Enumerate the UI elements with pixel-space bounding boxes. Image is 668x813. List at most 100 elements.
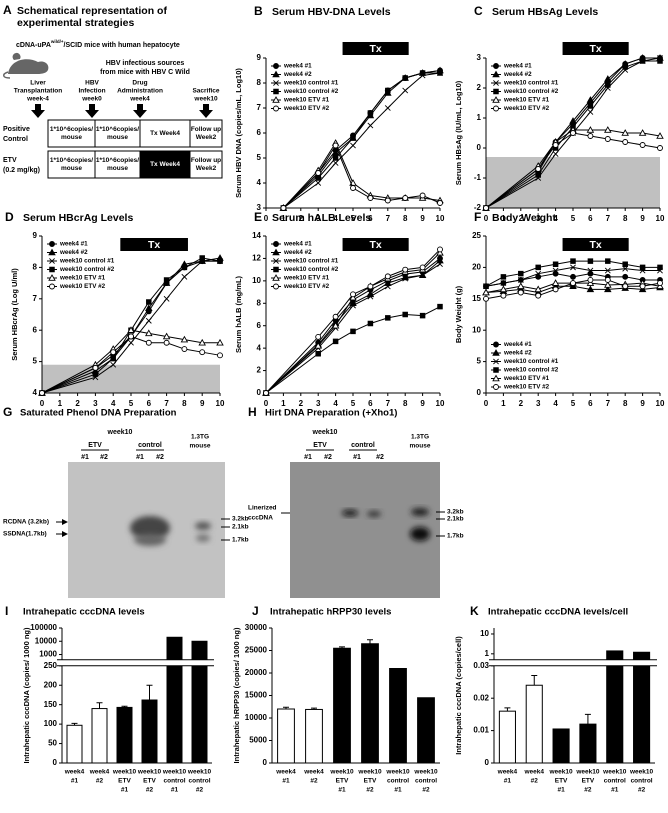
- error-bar: [71, 722, 78, 726]
- cell-label: Week2: [196, 134, 217, 141]
- y-tick-label: 6: [257, 321, 262, 330]
- legend-marker: [492, 96, 500, 103]
- y-tick-label: 10000: [35, 636, 58, 645]
- marker: [110, 361, 117, 368]
- legend-label: week10 ETV #2: [59, 283, 106, 290]
- timeline-label: week4: [129, 96, 150, 103]
- x-tick-label: 2: [299, 399, 304, 408]
- legend-label: week4 #1: [283, 63, 312, 70]
- x-tick-label: 9: [420, 214, 425, 223]
- x-tick-label: 1: [501, 214, 506, 223]
- size-label: 2.1kb: [447, 516, 464, 523]
- y-tick-label: 5: [257, 153, 262, 162]
- lane-label: #1: [353, 454, 361, 461]
- marker: [570, 273, 576, 280]
- marker: [419, 192, 426, 199]
- y-tick-label: 0.03: [473, 661, 489, 670]
- error-bar: [283, 706, 289, 709]
- timeline-label: Administration: [117, 88, 163, 95]
- marker: [587, 133, 594, 139]
- legend-marker: [49, 241, 55, 247]
- band-label: SSDNA(1.7kb): [3, 531, 47, 538]
- marker: [349, 293, 357, 301]
- marker: [604, 267, 611, 274]
- x-tick-label: week4: [89, 769, 110, 776]
- legend-label: week10 control #2: [59, 266, 115, 273]
- bar: [277, 708, 295, 764]
- legend-label: week4 #2: [283, 249, 312, 256]
- x-tick-label: 10: [436, 399, 445, 408]
- marker: [437, 261, 443, 267]
- marker: [587, 258, 594, 264]
- marker: [332, 313, 339, 320]
- marker: [500, 274, 507, 280]
- marker: [657, 58, 663, 64]
- marker: [315, 333, 322, 340]
- legend-marker: [273, 266, 279, 273]
- x-tick-label: #1: [394, 787, 402, 794]
- timeline-arrow: [85, 104, 99, 118]
- marker: [482, 288, 490, 296]
- x-tick-label: 3: [316, 214, 321, 223]
- x-tick-label: 0: [40, 399, 45, 408]
- treatment-label: Tx: [369, 43, 381, 55]
- legend-marker: [273, 241, 279, 247]
- cell-label: Follow up: [191, 157, 221, 164]
- x-tick-label: 9: [640, 399, 645, 408]
- marker: [570, 258, 576, 264]
- y-tick-label: 1000: [39, 650, 57, 659]
- y-tick-label: 3: [477, 53, 482, 62]
- marker: [350, 302, 356, 309]
- x-tick-label: 7: [606, 399, 611, 408]
- marker: [535, 172, 541, 178]
- x-tick-label: 7: [386, 399, 391, 408]
- band-label: Linerized: [248, 505, 277, 512]
- y-tick-label: 10: [472, 325, 481, 334]
- axis-title: Intrahepatic hRPP30 (copies/ 1000 ng): [232, 627, 241, 763]
- x-tick-label: control: [188, 778, 210, 785]
- marker: [162, 279, 171, 286]
- marker: [402, 311, 408, 318]
- marker: [331, 321, 340, 329]
- axis-title: Serum HBcrAg (Log U/ml): [10, 268, 19, 361]
- axis-title: Intrahepatic cccDNA (copies/cell): [454, 636, 463, 755]
- treatment-bar: [562, 42, 629, 55]
- group-label: Control: [3, 136, 28, 143]
- y-tick-label: 0: [485, 758, 490, 767]
- source-label: HBV infectious sources: [106, 60, 185, 67]
- marker: [639, 264, 646, 271]
- x-tick-label: 10: [216, 399, 225, 408]
- x-tick-label: control: [163, 778, 185, 785]
- x-tick-label: #2: [146, 787, 154, 794]
- x-tick-label: 2: [519, 214, 524, 223]
- legend-label: week10 ETV #2: [283, 105, 330, 112]
- x-tick-label: 0: [484, 214, 489, 223]
- schedule-cell: [139, 119, 191, 148]
- marker: [350, 291, 356, 298]
- x-tick-label: 10: [656, 214, 665, 223]
- legend-label: week4 #1: [283, 241, 312, 248]
- axis-break: [489, 659, 657, 666]
- marker: [657, 145, 663, 151]
- marker: [384, 105, 391, 111]
- x-tick-label: 6: [368, 399, 373, 408]
- x-tick-label: week10: [629, 769, 654, 776]
- marker: [419, 312, 426, 319]
- bar: [116, 706, 133, 764]
- error-bar: [584, 713, 591, 725]
- legend-marker: [493, 367, 499, 373]
- x-tick-label: #1: [71, 778, 79, 785]
- marker: [181, 346, 188, 352]
- error-bar: [339, 646, 345, 649]
- y-tick-label: 9: [33, 231, 38, 240]
- marker: [657, 264, 663, 271]
- lane-group-label: control: [138, 442, 162, 449]
- panel-title: Serum HBcrAg Levels: [23, 212, 133, 224]
- x-tick-label: 8: [182, 399, 187, 408]
- legend-label: week10 control #2: [503, 367, 559, 374]
- panel-title: experimental strategies: [17, 17, 134, 29]
- x-tick-label: #1: [171, 787, 179, 794]
- y-tick-label: 25: [472, 231, 481, 240]
- x-tick-label: #1: [504, 778, 512, 785]
- legend-marker: [493, 105, 499, 112]
